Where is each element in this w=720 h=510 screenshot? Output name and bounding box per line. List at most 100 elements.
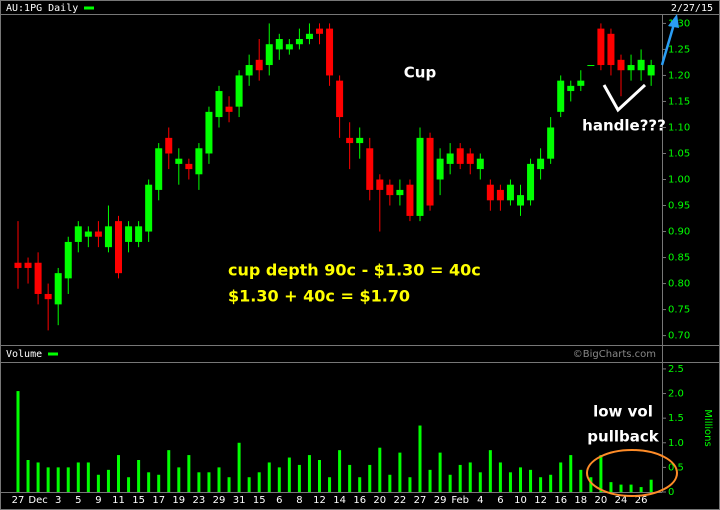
y-tick-label: 1.0	[668, 438, 684, 449]
candle-body	[376, 179, 384, 190]
y-tick-label: 1.20	[668, 70, 690, 81]
volume-bar	[247, 477, 251, 492]
candle-body	[205, 111, 213, 154]
candle-body	[24, 262, 32, 268]
volume-bar	[66, 467, 70, 492]
volume-bar	[639, 487, 643, 492]
volume-bar	[559, 462, 563, 492]
annotation: $1.30 + 40c = $1.70	[228, 287, 410, 306]
candle-body	[215, 91, 223, 118]
candle-body	[587, 65, 595, 67]
candle-body	[125, 226, 133, 242]
volume-bar	[237, 442, 241, 492]
volume-bar	[519, 467, 522, 492]
candle-body	[295, 39, 303, 45]
volume-bar	[277, 467, 281, 492]
watermark: ©BigCharts.com	[573, 349, 656, 360]
candle-body	[175, 158, 183, 164]
volume-bar	[629, 484, 633, 492]
volume-bar	[398, 452, 402, 492]
arrow	[660, 23, 676, 66]
candle-body	[607, 33, 615, 66]
y-tick-label: 0	[668, 487, 674, 498]
volume-bar	[408, 477, 412, 492]
volume-bar	[177, 467, 181, 492]
candle-body	[255, 59, 263, 71]
candle-body	[456, 148, 464, 164]
volume-bar	[448, 474, 452, 492]
candle-body	[597, 28, 605, 66]
date: 2/27/15	[671, 3, 713, 14]
volume-bar	[147, 472, 151, 492]
y-tick-label: 1.30	[668, 18, 690, 29]
x-tick-label: 15	[132, 495, 145, 506]
y-tick-label: 0.70	[668, 331, 690, 342]
volume-bar	[267, 462, 271, 492]
y-tick-label: 0.95	[668, 201, 690, 212]
candle-body	[617, 59, 625, 71]
volume-bar	[86, 462, 90, 492]
x-tick-label: 29	[213, 495, 226, 506]
volume-bar	[36, 462, 40, 492]
volume-bar	[498, 462, 502, 492]
x-tick-label: 9	[95, 495, 101, 506]
candle-body	[506, 184, 514, 201]
volume-bar	[187, 455, 191, 492]
x-tick-label: 24	[615, 495, 628, 506]
volume-bar	[649, 479, 653, 492]
candle-body	[577, 80, 585, 86]
volume-bar	[488, 450, 492, 492]
volume-bar	[307, 455, 311, 492]
volume-bar	[428, 469, 432, 492]
highlight-ellipse	[586, 449, 678, 497]
x-tick-label: 27	[414, 495, 427, 506]
candle-body	[547, 127, 555, 159]
volume-bar	[468, 462, 472, 492]
candle-body	[627, 65, 635, 71]
volume-bar	[579, 469, 583, 492]
x-tick-label: 23	[193, 495, 206, 506]
volume-title: Volume	[6, 349, 42, 360]
candle-body	[416, 137, 424, 216]
x-tick-label: 20	[373, 495, 386, 506]
volume-bar	[378, 447, 382, 492]
candle-body	[396, 189, 404, 196]
candle-body	[537, 158, 545, 170]
y-axis-label: Millions	[702, 409, 713, 446]
x-tick-label: 16	[353, 495, 366, 506]
volume-bar	[96, 474, 100, 492]
volume-bar	[508, 472, 512, 492]
candle-body	[326, 28, 334, 76]
candle-body	[185, 163, 193, 170]
candle-body	[165, 137, 173, 154]
y-tick-label: 1.05	[668, 148, 690, 159]
x-tick-label: 4	[477, 495, 483, 506]
candle-body	[436, 158, 444, 180]
x-tick-label: 17	[152, 495, 165, 506]
x-tick-label: 6	[276, 495, 282, 506]
candle-body	[285, 44, 293, 50]
candle-body	[135, 226, 143, 242]
x-tick-label: 16	[554, 495, 567, 506]
candle-body	[145, 184, 153, 232]
volume-bar	[438, 452, 442, 492]
candle-body	[567, 85, 575, 92]
x-tick-label: 5	[75, 495, 81, 506]
candle-body	[245, 65, 253, 76]
volume-bar	[388, 474, 392, 492]
volume-bar	[549, 474, 553, 492]
volume-bar	[318, 460, 321, 492]
volume-bar	[56, 467, 60, 492]
volume-bar	[117, 455, 120, 492]
volume-bar	[197, 472, 201, 492]
y-tick-label: 0.75	[668, 305, 690, 316]
annotation: cup depth 90c - $1.30 = 40c	[228, 261, 481, 280]
annotation: handle???	[582, 117, 666, 135]
y-tick-label: 1.5	[668, 413, 684, 424]
candle-body	[316, 28, 323, 34]
volume-bar	[478, 472, 482, 492]
candle-body	[94, 231, 102, 237]
volume-bar	[368, 464, 372, 492]
candle-body	[74, 226, 82, 242]
